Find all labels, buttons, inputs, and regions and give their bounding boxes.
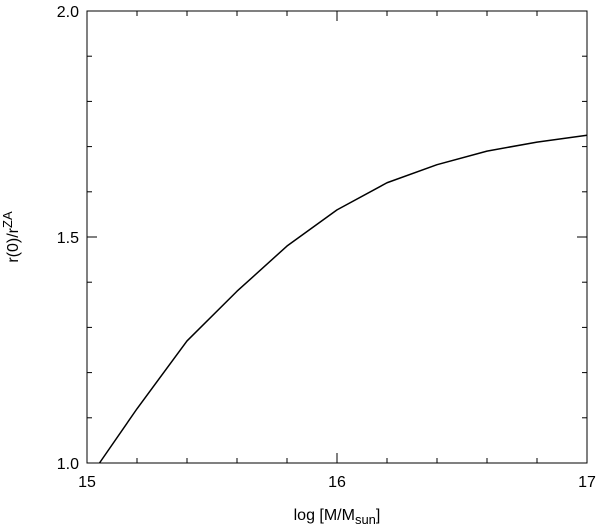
x-label-main: log [M/M [294,507,355,524]
y-tick-label: 1.0 [57,456,79,473]
x-label-sub: sun [355,512,376,527]
x-axis-label: log [M/Msun] [294,507,381,527]
x-tick-label: 16 [328,474,346,491]
axes [86,10,588,464]
y-tick-label: 2.0 [57,4,79,21]
x-label-end: ] [376,507,380,524]
y-tick-label: 1.5 [57,230,79,247]
y-label-sup: ZA [0,211,15,228]
y-axis-label: r(0)/rZA [0,211,22,263]
line-series [98,134,588,464]
y-label-main: r(0)/r [5,227,22,262]
plot-frame [86,10,588,464]
x-tick-label: 15 [78,474,96,491]
x-tick-label: 17 [578,474,596,491]
